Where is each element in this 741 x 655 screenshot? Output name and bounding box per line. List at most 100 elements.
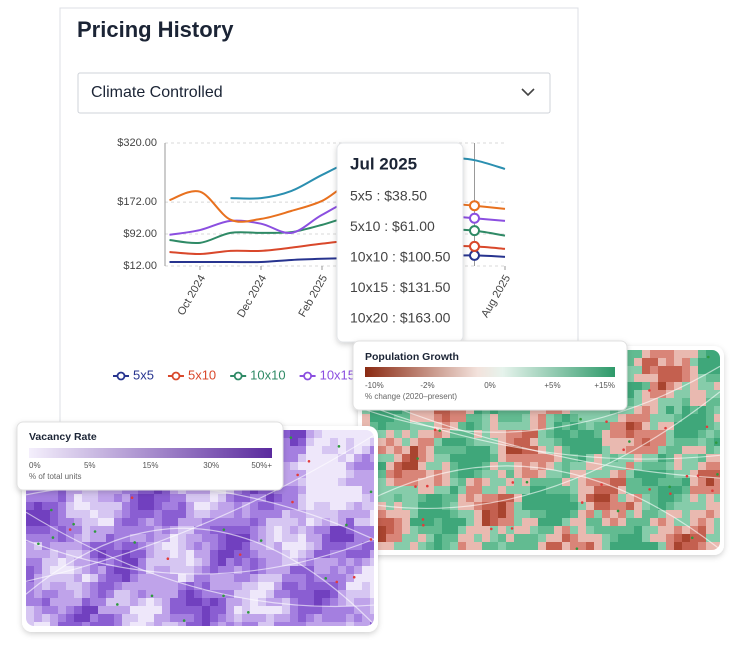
map-cell bbox=[298, 614, 307, 623]
map-cell bbox=[58, 622, 67, 626]
y-tick-label: $12.00 bbox=[123, 260, 157, 272]
map-cell bbox=[426, 542, 435, 550]
map-cell bbox=[290, 510, 299, 519]
map-cell bbox=[266, 542, 275, 551]
map-cell bbox=[346, 526, 355, 535]
map-cell bbox=[162, 598, 171, 607]
map-cell bbox=[378, 494, 387, 503]
map-cell bbox=[586, 422, 595, 431]
map-road bbox=[362, 365, 720, 433]
map-cell bbox=[266, 558, 275, 567]
map-cell bbox=[482, 526, 491, 535]
map-cell bbox=[330, 574, 339, 583]
map-cell bbox=[682, 358, 691, 367]
map-cell bbox=[290, 622, 299, 626]
map-cell bbox=[538, 534, 547, 543]
map-cell bbox=[650, 486, 659, 495]
map-cell bbox=[82, 606, 91, 615]
map-cell bbox=[154, 598, 163, 607]
map-cell bbox=[410, 486, 419, 495]
map-cell bbox=[354, 558, 363, 567]
map-cell bbox=[690, 430, 699, 439]
map-cell bbox=[90, 550, 99, 559]
map-cell bbox=[282, 510, 291, 519]
map-cell bbox=[682, 406, 691, 415]
map-cell bbox=[498, 534, 507, 543]
map-cell bbox=[482, 510, 491, 519]
map-cell bbox=[634, 510, 643, 519]
map-cell bbox=[218, 582, 227, 591]
map-cell bbox=[146, 534, 155, 543]
map-cell bbox=[570, 430, 579, 439]
map-cell bbox=[490, 526, 499, 535]
map-cell bbox=[218, 526, 227, 535]
map-cell bbox=[210, 494, 219, 503]
map-pin bbox=[600, 483, 603, 486]
map-cell bbox=[522, 470, 531, 479]
map-cell bbox=[418, 526, 427, 535]
map-cell bbox=[434, 494, 443, 503]
map-cell bbox=[538, 454, 547, 463]
map-cell bbox=[442, 438, 451, 447]
map-cell bbox=[346, 430, 355, 439]
map-cell bbox=[170, 574, 179, 583]
map-cell bbox=[306, 478, 315, 487]
map-cell bbox=[322, 430, 331, 439]
map-cell bbox=[626, 462, 635, 471]
map-cell bbox=[234, 598, 243, 607]
map-cell bbox=[34, 558, 43, 567]
map-cell bbox=[570, 542, 579, 550]
map-cell bbox=[306, 614, 315, 623]
map-cell bbox=[314, 582, 323, 591]
map-cell bbox=[226, 510, 235, 519]
map-cell bbox=[386, 494, 395, 503]
map-cell bbox=[474, 470, 483, 479]
map-cell bbox=[674, 430, 683, 439]
map-cell bbox=[178, 614, 187, 623]
map-cell bbox=[66, 582, 75, 591]
map-cell bbox=[98, 598, 107, 607]
map-pin bbox=[72, 522, 75, 526]
map-cell bbox=[418, 542, 427, 550]
map-cell bbox=[682, 502, 691, 511]
map-cell bbox=[434, 486, 443, 495]
map-cell bbox=[538, 414, 547, 423]
map-cell bbox=[570, 422, 579, 431]
map-cell bbox=[538, 446, 547, 455]
dropdown[interactable] bbox=[77, 72, 551, 114]
map-cell bbox=[82, 502, 91, 511]
map-cell bbox=[330, 510, 339, 519]
map-cell bbox=[202, 582, 211, 591]
map-cell bbox=[610, 518, 619, 527]
map-cell bbox=[242, 494, 251, 503]
map-cell bbox=[298, 518, 307, 527]
map-cell bbox=[418, 486, 427, 495]
map-cell bbox=[618, 462, 627, 471]
map-cell bbox=[122, 550, 131, 559]
map-cell bbox=[410, 518, 419, 527]
map-cell bbox=[370, 414, 379, 423]
map-cell bbox=[354, 534, 363, 543]
map-cell bbox=[66, 494, 75, 503]
map-pin bbox=[669, 492, 672, 495]
map-cell bbox=[498, 454, 507, 463]
map-cell bbox=[322, 438, 331, 447]
map-cell bbox=[74, 550, 83, 559]
map-cell bbox=[530, 470, 539, 479]
map-cell bbox=[378, 478, 387, 487]
map-cell bbox=[530, 518, 539, 527]
map-cell bbox=[298, 598, 307, 607]
map-cell bbox=[698, 502, 707, 511]
map-cell bbox=[258, 542, 267, 551]
map-cell bbox=[626, 494, 635, 503]
map-cell bbox=[586, 510, 595, 519]
map-cell bbox=[370, 582, 374, 591]
map-cell bbox=[386, 414, 395, 423]
map-cell bbox=[714, 486, 720, 495]
map-cell bbox=[42, 622, 51, 626]
map-cell bbox=[586, 430, 595, 439]
map-cell bbox=[258, 606, 267, 615]
map-cell bbox=[674, 406, 683, 415]
map-cell bbox=[194, 526, 203, 535]
map-cell bbox=[362, 614, 371, 623]
